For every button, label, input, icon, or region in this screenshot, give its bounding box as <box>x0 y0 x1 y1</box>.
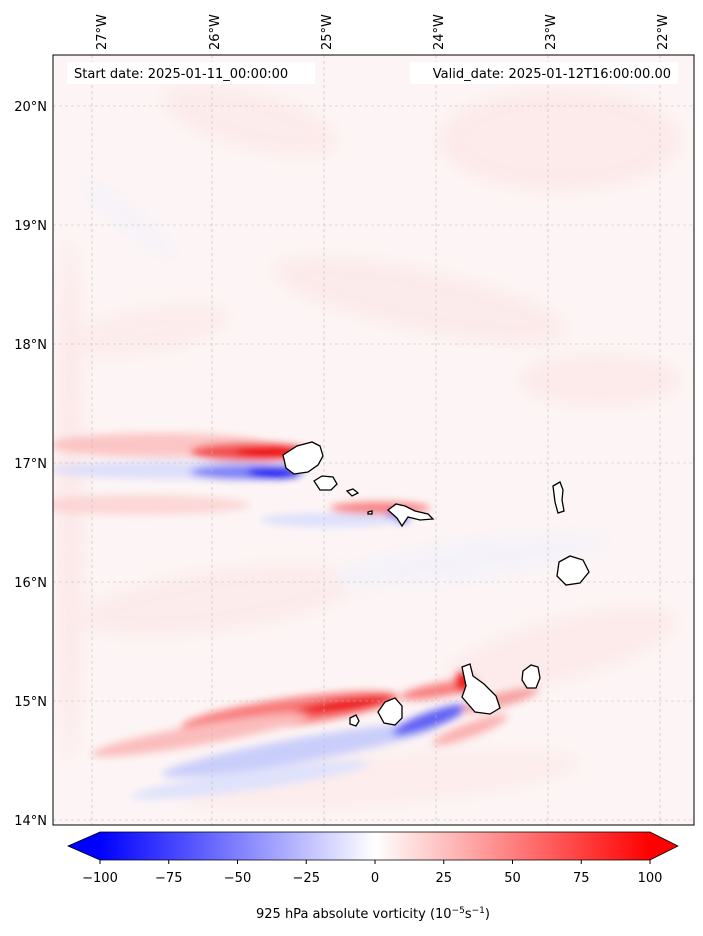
lat-label-16n: 16°N <box>14 576 47 591</box>
island-raso <box>367 510 373 515</box>
lon-label-22w: 22°W <box>656 14 671 50</box>
island-sao-vicente <box>313 475 338 491</box>
cbar-tick-label: −75 <box>155 871 182 886</box>
island-sao-nicolau <box>386 503 435 528</box>
valid-date-label: Valid_date: 2025-01-12T16:00:00.00 <box>433 67 671 82</box>
southern-wake <box>91 672 539 800</box>
island-fogo <box>377 697 403 726</box>
colorbar-gradient <box>100 832 650 860</box>
lon-label-25w: 25°W <box>320 14 335 50</box>
colorbar-title: 925 hPa absolute vorticity (10−5s−1) <box>256 906 490 922</box>
start-date-box <box>67 62 315 84</box>
lon-label-27w: 27°W <box>95 14 110 50</box>
lat-label-19n: 19°N <box>14 219 47 234</box>
lat-label-20n: 20°N <box>14 100 47 115</box>
lat-label-14n: 14°N <box>14 814 47 829</box>
island-santo-antao <box>282 441 324 475</box>
colorbar-extend-min <box>68 832 100 860</box>
cbar-tick-label: 75 <box>573 871 590 886</box>
island-sal <box>552 481 565 514</box>
lon-label-26w: 26°W <box>208 14 223 50</box>
cbar-tick-label: −100 <box>82 871 118 886</box>
graticule <box>53 55 694 825</box>
cbar-tick-label: 0 <box>371 871 379 886</box>
lat-label-18n: 18°N <box>14 338 47 353</box>
cbar-tick-label: −25 <box>293 871 320 886</box>
island-santa-luzia <box>345 488 360 497</box>
island-santiago <box>461 663 501 715</box>
cbar-tick-label: 50 <box>504 871 521 886</box>
valid-date-box <box>410 62 678 84</box>
northern-wake <box>53 433 430 527</box>
background-streaks <box>58 84 680 811</box>
latitude-labels: 20°N 19°N 18°N 17°N 16°N 15°N 14°N <box>14 100 47 829</box>
island-maio <box>521 664 541 689</box>
vorticity-field: Start date: 2025-01-11_00:00:00 Valid_da… <box>53 55 694 825</box>
island-brava <box>349 714 360 727</box>
island-boa-vista <box>556 555 590 586</box>
map-frame <box>52 54 695 826</box>
lon-label-24w: 24°W <box>432 14 447 50</box>
start-date-label: Start date: 2025-01-11_00:00:00 <box>74 67 288 82</box>
cbar-tick-label: 25 <box>435 871 452 886</box>
colorbar: −100 −75 −50 −25 0 25 50 75 100 925 hPa … <box>67 831 679 922</box>
cbar-tick-label: 100 <box>638 871 663 886</box>
coastlines <box>282 441 590 727</box>
lat-label-17n: 17°N <box>14 457 47 472</box>
lat-label-15n: 15°N <box>14 695 47 710</box>
longitude-labels: 27°W 26°W 25°W 24°W 23°W 22°W <box>95 14 671 50</box>
cbar-tick-label: −50 <box>224 871 251 886</box>
colorbar-tick-labels: −100 −75 −50 −25 0 25 50 75 100 <box>82 871 662 886</box>
lon-label-23w: 23°W <box>544 14 559 50</box>
colorbar-ticks <box>99 860 651 864</box>
colorbar-extend-max <box>650 832 678 860</box>
